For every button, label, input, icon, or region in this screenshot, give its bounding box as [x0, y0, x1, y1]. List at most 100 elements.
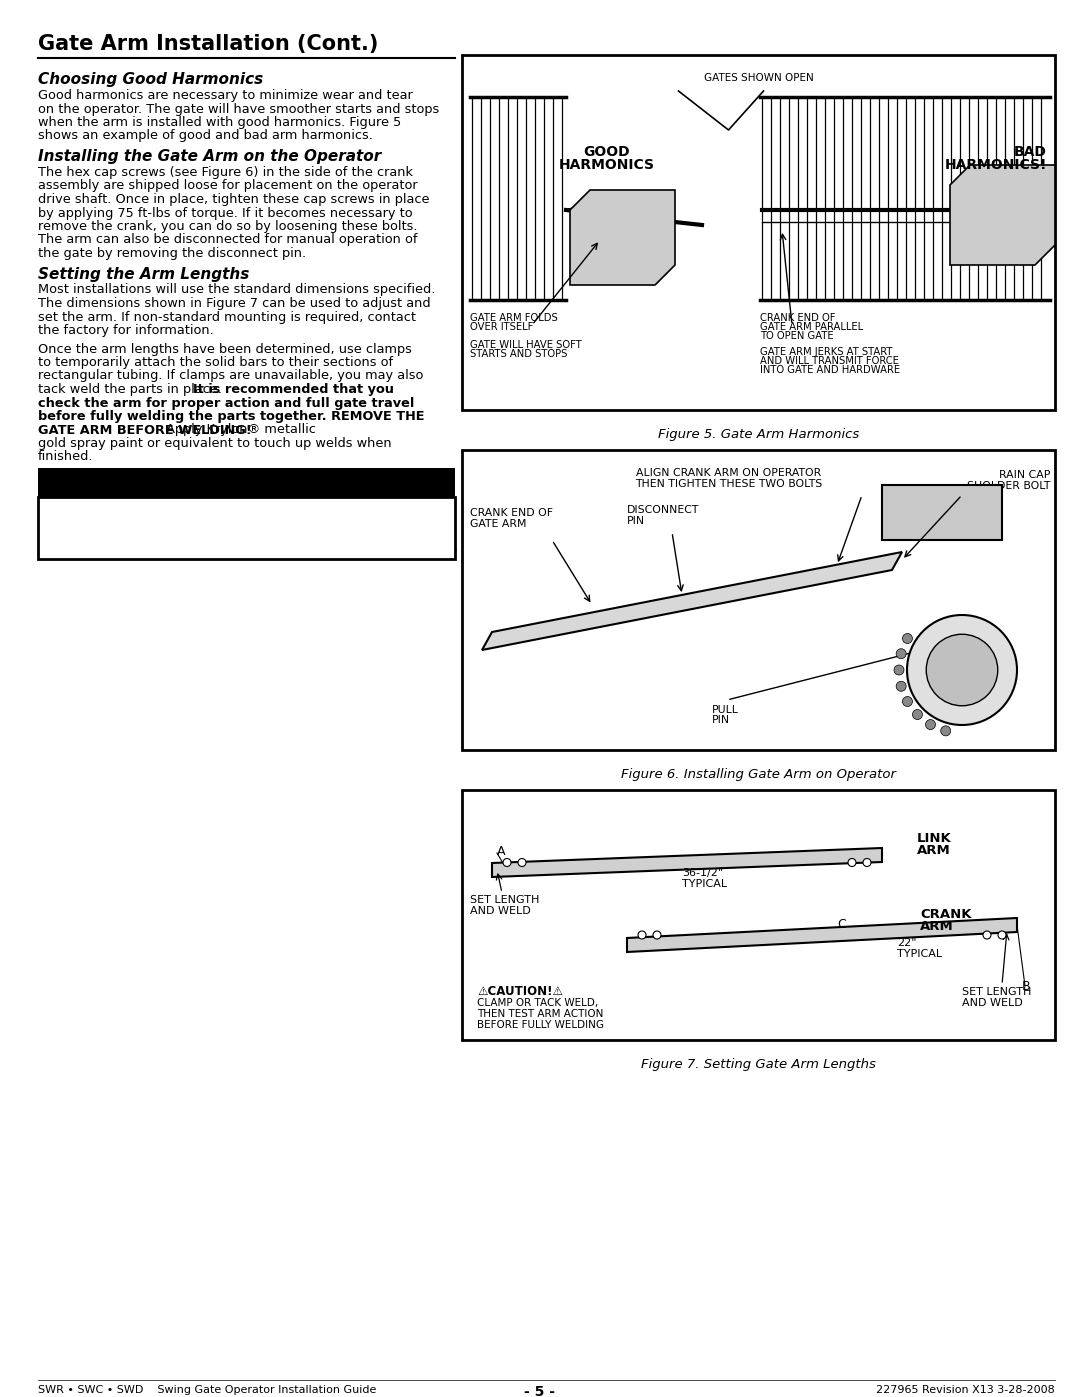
- Circle shape: [941, 726, 950, 736]
- Text: tack weld the parts in place.: tack weld the parts in place.: [38, 383, 226, 395]
- Circle shape: [503, 859, 511, 866]
- Text: Gate Arm Installation (Cont.): Gate Arm Installation (Cont.): [38, 34, 378, 54]
- Text: remove the crank, you can do so by loosening these bolts.: remove the crank, you can do so by loose…: [38, 219, 418, 233]
- Circle shape: [896, 682, 906, 692]
- Text: TYPICAL: TYPICAL: [897, 949, 942, 958]
- Text: set the arm. If non-standard mounting is required, contact: set the arm. If non-standard mounting is…: [38, 310, 416, 324]
- Circle shape: [848, 859, 856, 866]
- Text: rectangular tubing. If clamps are unavailable, you may also: rectangular tubing. If clamps are unavai…: [38, 369, 423, 383]
- Text: 36-1/2": 36-1/2": [681, 868, 724, 877]
- Bar: [462, 450, 1055, 750]
- Text: OPERATOR! Connecting the welder’s ground to the operator’s: OPERATOR! Connecting the welder’s ground…: [42, 515, 455, 528]
- Text: CLAMP OR TACK WELD,: CLAMP OR TACK WELD,: [477, 997, 598, 1009]
- Text: shows an example of good and bad arm harmonics.: shows an example of good and bad arm har…: [38, 130, 373, 142]
- Text: CRANK END OF: CRANK END OF: [760, 313, 836, 323]
- Text: frame will cause the arc welding current to pass through the: frame will cause the arc welding current…: [42, 528, 446, 541]
- Text: The hex cap screws (see Figure 6) in the side of the crank: The hex cap screws (see Figure 6) in the…: [38, 166, 413, 179]
- Text: SHOLDER BOLT: SHOLDER BOLT: [967, 481, 1050, 490]
- Text: when the arm is installed with good harmonics. Figure 5: when the arm is installed with good harm…: [38, 116, 402, 129]
- Text: SET LENGTH: SET LENGTH: [962, 988, 1031, 997]
- Text: Figure 6. Installing Gate Arm on Operator: Figure 6. Installing Gate Arm on Operato…: [621, 768, 896, 781]
- Text: ⚠   CAUTION   ⚠: ⚠ CAUTION ⚠: [157, 474, 337, 492]
- Polygon shape: [482, 552, 902, 650]
- Text: THEN TIGHTEN THESE TWO BOLTS: THEN TIGHTEN THESE TWO BOLTS: [635, 479, 822, 489]
- Text: AND WELD: AND WELD: [962, 997, 1023, 1009]
- Text: GATES SHOWN OPEN: GATES SHOWN OPEN: [704, 73, 813, 82]
- Text: BAD: BAD: [1014, 145, 1047, 159]
- Text: Figure 7. Setting Gate Arm Lengths: Figure 7. Setting Gate Arm Lengths: [642, 1058, 876, 1071]
- Text: the gate by removing the disconnect pin.: the gate by removing the disconnect pin.: [38, 247, 306, 260]
- Text: RAIN CAP: RAIN CAP: [999, 469, 1050, 481]
- Text: INTO GATE AND HARDWARE: INTO GATE AND HARDWARE: [760, 365, 900, 374]
- Text: GATE ARM JERKS AT START: GATE ARM JERKS AT START: [760, 346, 892, 358]
- Text: TYPICAL: TYPICAL: [681, 879, 727, 888]
- Circle shape: [998, 930, 1005, 939]
- Text: GOOD: GOOD: [583, 145, 631, 159]
- Circle shape: [926, 719, 935, 729]
- Polygon shape: [627, 918, 1017, 951]
- Text: GATE ARM BEFORE WELDING!: GATE ARM BEFORE WELDING!: [38, 423, 252, 436]
- Text: to temporarily attach the solid bars to their sections of: to temporarily attach the solid bars to …: [38, 356, 393, 369]
- Text: Once the arm lengths have been determined, use clamps: Once the arm lengths have been determine…: [38, 342, 411, 355]
- Text: AND WILL TRANSMIT FORCE: AND WILL TRANSMIT FORCE: [760, 356, 899, 366]
- Text: ALIGN CRANK ARM ON OPERATOR: ALIGN CRANK ARM ON OPERATOR: [636, 468, 821, 478]
- Circle shape: [903, 633, 913, 644]
- Text: SET LENGTH: SET LENGTH: [470, 895, 539, 905]
- Text: C: C: [837, 918, 846, 930]
- Text: THEN TEST ARM ACTION: THEN TEST ARM ACTION: [477, 1009, 604, 1018]
- Circle shape: [913, 710, 922, 719]
- Text: SWR • SWC • SWD    Swing Gate Operator Installation Guide: SWR • SWC • SWD Swing Gate Operator Inst…: [38, 1384, 376, 1396]
- Text: CRANK: CRANK: [920, 908, 972, 921]
- Text: operator parts, severely damaging or destroying the operator.: operator parts, severely damaging or des…: [42, 541, 458, 555]
- Text: GATE ARM: GATE ARM: [470, 520, 527, 529]
- Text: B: B: [1022, 981, 1030, 993]
- Text: Good harmonics are necessary to minimize wear and tear: Good harmonics are necessary to minimize…: [38, 89, 413, 102]
- Text: the factory for information.: the factory for information.: [38, 324, 214, 337]
- Bar: [882, 485, 1002, 541]
- Circle shape: [894, 665, 904, 675]
- Text: DISCONNECT: DISCONNECT: [627, 504, 700, 515]
- Circle shape: [863, 859, 870, 866]
- Text: - 5 -: - 5 -: [525, 1384, 555, 1397]
- Text: ARM: ARM: [917, 844, 950, 856]
- Circle shape: [896, 648, 906, 659]
- Text: OVER ITSELF: OVER ITSELF: [470, 321, 534, 332]
- Text: 22": 22": [897, 937, 917, 949]
- Text: GATE ARM PARALLEL: GATE ARM PARALLEL: [760, 321, 863, 332]
- Text: Most installations will use the standard dimensions specified.: Most installations will use the standard…: [38, 284, 435, 296]
- Text: The arm can also be disconnected for manual operation of: The arm can also be disconnected for man…: [38, 233, 418, 246]
- Text: 227965 Revision X13 3-28-2008: 227965 Revision X13 3-28-2008: [876, 1384, 1055, 1396]
- Text: HARMONICS: HARMONICS: [559, 158, 654, 172]
- Polygon shape: [570, 190, 675, 285]
- Text: AND WELD: AND WELD: [470, 907, 530, 916]
- Text: assembly are shipped loose for placement on the operator: assembly are shipped loose for placement…: [38, 179, 418, 193]
- Circle shape: [638, 930, 646, 939]
- Text: finished.: finished.: [38, 450, 94, 464]
- Text: Setting the Arm Lengths: Setting the Arm Lengths: [38, 267, 249, 282]
- Text: gold spray paint or equivalent to touch up welds when: gold spray paint or equivalent to touch …: [38, 437, 392, 450]
- Text: TO OPEN GATE: TO OPEN GATE: [760, 331, 834, 341]
- Circle shape: [653, 930, 661, 939]
- Text: GATE WILL HAVE SOFT: GATE WILL HAVE SOFT: [470, 339, 582, 351]
- Polygon shape: [492, 848, 882, 877]
- Circle shape: [903, 697, 913, 707]
- Bar: [462, 789, 1055, 1039]
- Bar: [462, 54, 1055, 409]
- Text: check the arm for proper action and full gate travel: check the arm for proper action and full…: [38, 397, 415, 409]
- Text: by applying 75 ft-lbs of torque. If it becomes necessary to: by applying 75 ft-lbs of torque. If it b…: [38, 207, 413, 219]
- Circle shape: [518, 859, 526, 866]
- Bar: [38, 468, 455, 497]
- Text: LINK: LINK: [917, 833, 951, 845]
- Text: The dimensions shown in Figure 7 can be used to adjust and: The dimensions shown in Figure 7 can be …: [38, 298, 431, 310]
- Text: PIN: PIN: [712, 715, 730, 725]
- Text: PULL: PULL: [712, 705, 739, 715]
- Text: on the operator. The gate will have smoother starts and stops: on the operator. The gate will have smoo…: [38, 102, 440, 116]
- Text: before fully welding the parts together. REMOVE THE: before fully welding the parts together.…: [38, 409, 424, 423]
- Text: DO NOT WELD THE GATE ARM WHILE IT IS ATTACHED TO THE: DO NOT WELD THE GATE ARM WHILE IT IS ATT…: [42, 502, 445, 515]
- Text: drive shaft. Once in place, tighten these cap screws in place: drive shaft. Once in place, tighten thes…: [38, 193, 430, 205]
- Text: A: A: [497, 845, 505, 858]
- Circle shape: [927, 634, 998, 705]
- Text: GATE ARM FOLDS: GATE ARM FOLDS: [470, 313, 557, 323]
- Text: ARM: ARM: [920, 921, 954, 933]
- Text: It is recommended that you: It is recommended that you: [193, 383, 394, 395]
